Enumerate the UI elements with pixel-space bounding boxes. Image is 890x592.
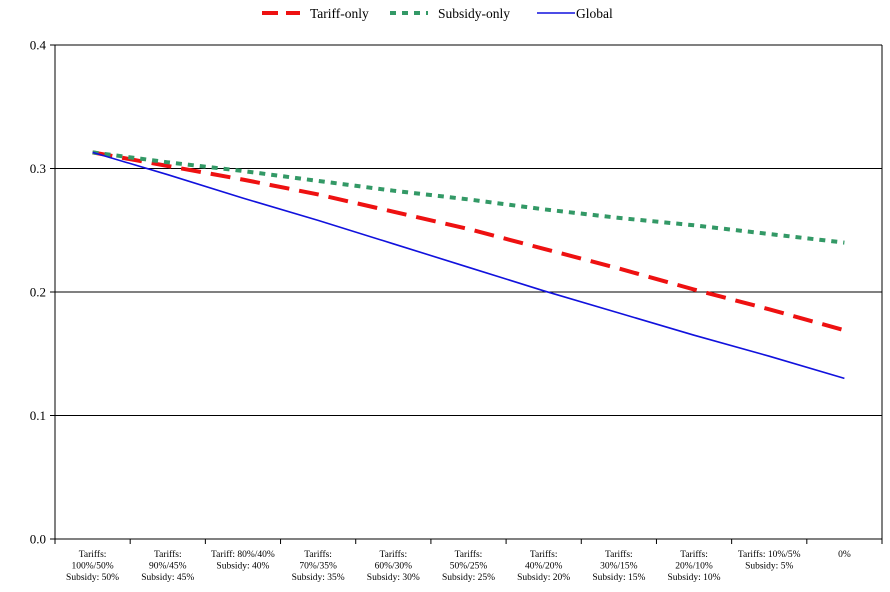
x-tick-label: 60%/30%: [375, 562, 413, 572]
gridlines: [55, 44, 882, 416]
x-tick-label: 0%: [838, 550, 851, 560]
x-tick-label: Subsidy: 10%: [668, 573, 721, 583]
legend-label: Tariff-only: [310, 6, 369, 21]
x-tick-label: Tariffs:: [379, 549, 407, 560]
series-lines: [92, 150, 845, 380]
x-tick-label: 70%/35%: [299, 562, 337, 572]
x-tick-label: Tariffs:: [680, 549, 708, 560]
x-tick-label: Subsidy: 15%: [592, 573, 645, 583]
x-tick-label: Tariffs:: [455, 549, 483, 560]
legend-label: Subsidy-only: [438, 6, 510, 21]
x-tick-label: Subsidy: 5%: [745, 562, 793, 572]
x-tick-label: Subsidy: 50%: [66, 573, 119, 583]
x-tick-label: 30%/15%: [600, 562, 638, 572]
x-tick-label: Tariffs: 10%/5%: [738, 549, 801, 560]
x-tick-label: 100%/50%: [71, 562, 113, 572]
series-line-global: [92, 151, 845, 380]
x-tick-label: Subsidy: 45%: [141, 573, 194, 583]
x-tick-label: Tariffs:: [530, 549, 558, 560]
y-axis-ticks: 0.0 0.1 0.2 0.3 0.4: [30, 38, 55, 547]
series-line-subsidy-only: [92, 150, 845, 245]
y-tick-label: 0.0: [30, 532, 46, 547]
x-tick-label: Subsidy: 25%: [442, 573, 495, 583]
y-tick-label: 0.4: [30, 38, 47, 53]
series-line-tariff-only: [92, 150, 845, 333]
y-tick-label: 0.3: [30, 161, 46, 176]
y-tick-label: 0.1: [30, 408, 46, 423]
x-tick-label: 90%/45%: [149, 562, 187, 572]
x-tick-label: 50%/25%: [450, 562, 488, 572]
x-tick-label: Subsidy: 40%: [216, 562, 269, 572]
x-tick-label: Subsidy: 20%: [517, 573, 570, 583]
x-tick-label: Tariffs:: [79, 549, 107, 560]
legend: Tariff-only Subsidy-only Global: [262, 6, 613, 21]
x-tick-label: 40%/20%: [525, 562, 563, 572]
x-axis-ticks: Tariffs: 100%/50%Subsidy: 50% Tariffs: 90%/…: [54, 539, 883, 583]
x-tick-label: Tariffs:: [154, 549, 182, 560]
x-tick-label: Subsidy: 35%: [292, 573, 345, 583]
x-tick-label: 20%/10%: [675, 562, 713, 572]
x-tick-label: Tariffs:: [304, 549, 332, 560]
y-tick-label: 0.2: [30, 285, 46, 300]
x-tick-label: Tariff: 80%/40%: [211, 549, 275, 560]
x-tick-label: Subsidy: 30%: [367, 573, 420, 583]
legend-label: Global: [576, 6, 613, 21]
x-tick-label: Tariffs:: [605, 549, 633, 560]
